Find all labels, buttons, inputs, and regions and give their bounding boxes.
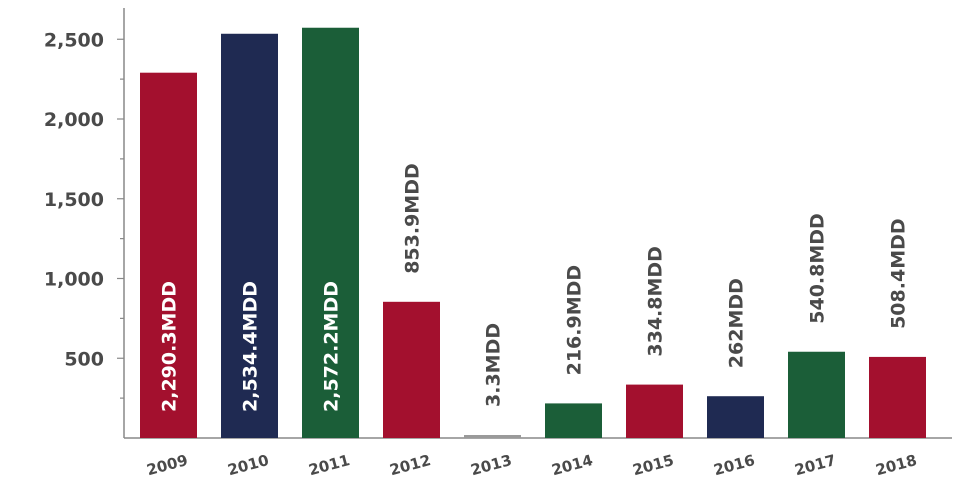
data-label-2010: 2,534.4MDD [240,281,262,412]
data-label-2014: 216.9MDD [564,265,586,376]
data-label-2016: 262MDD [726,278,748,368]
data-labels: 2,290.3MDD 2,534.4MDD 2,572.2MDD 853.9MDD 3.… [159,163,910,412]
y-tick-label: 1,000 [44,269,104,291]
bar-2017 [788,351,845,438]
data-label-2012: 853.9MDD [402,163,424,274]
y-tick-label: 2,000 [44,109,104,131]
bar-2012 [383,301,440,438]
bar-2018 [869,356,926,438]
bar-2011 [302,27,359,438]
x-tick-label: 2010 [226,451,271,479]
bars [140,27,926,439]
data-label-2017: 540.8MDD [807,213,829,324]
x-tick-label: 2013 [469,451,514,479]
x-tick-label: 2015 [631,451,676,479]
x-tick-label: 2009 [145,451,190,479]
bar-2015 [626,384,683,438]
y-tick-label: 500 [64,348,104,370]
x-tick-label: 2016 [712,451,757,479]
x-tick-label: 2014 [550,451,595,479]
y-tick-label: 1,500 [44,189,104,211]
data-label-2013: 3.3MDD [483,323,505,407]
bar-2014 [545,403,602,438]
y-tick-label: 2,500 [44,29,104,51]
bar-2013 [464,435,521,438]
bar-2016 [707,396,764,438]
x-tick-label: 2012 [388,451,433,479]
x-tick-label: 2018 [874,451,919,479]
x-tick-label: 2011 [307,451,352,479]
axes: 500 1,000 1,500 2,000 2,500 2009 2010 2011 2012 2… [44,8,952,479]
data-label-2015: 334.8MDD [645,246,667,357]
data-label-2011: 2,572.2MDD [321,281,343,412]
bar-2010 [221,33,278,439]
bar-2009 [140,72,197,439]
data-label-2018: 508.4MDD [888,218,910,329]
data-label-2009: 2,290.3MDD [159,281,181,412]
x-tick-label: 2017 [793,451,838,479]
